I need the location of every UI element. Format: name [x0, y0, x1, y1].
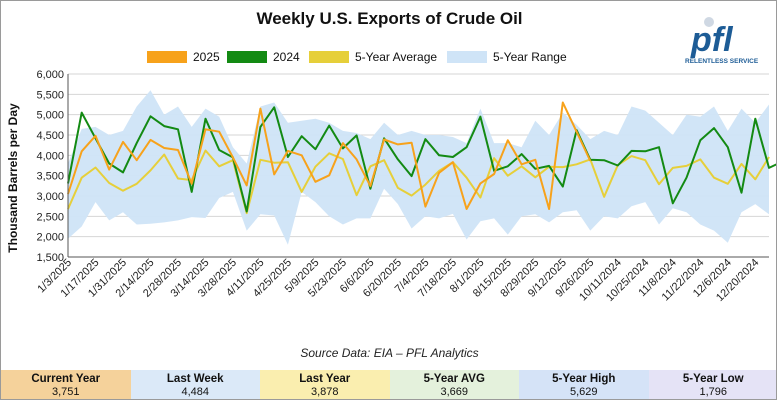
- y-tick-label: 5,000: [36, 110, 64, 122]
- y-tick-label: 2,500: [36, 211, 64, 223]
- stat-current-year: Current Year 3,751: [1, 370, 131, 399]
- stat-value: 3,669: [440, 386, 469, 398]
- legend-swatch-avg: [309, 51, 349, 63]
- stats-bar: Current Year 3,751 Last Week 4,484 Last Ye…: [1, 370, 776, 399]
- y-tick-label: 4,500: [36, 130, 64, 142]
- legend-swatch-range: [447, 51, 487, 63]
- stat-5yr-avg: 5-Year AVG 3,669: [389, 370, 519, 399]
- y-axis-label: Thousand Barrels per Day: [6, 103, 20, 253]
- legend-label-2025: 2025: [193, 50, 220, 64]
- stat-last-year: Last Year 3,878: [260, 370, 390, 399]
- logo-tagline: RELENTLESS SERVICE: [685, 58, 759, 65]
- stat-5yr-low: 5-Year Low 1,796: [648, 370, 776, 399]
- chart-title: Weekly U.S. Exports of Crude Oil: [256, 9, 523, 28]
- legend-swatch-2024: [227, 51, 267, 63]
- logo-dot-icon: [704, 17, 714, 27]
- source-note: Source Data: EIA – PFL Analytics: [300, 346, 479, 360]
- line-chart: 2025 2024 5-Year Average 5-Year Range Th…: [6, 50, 776, 304]
- stat-label: Last Year: [299, 373, 351, 385]
- stat-label: 5-Year High: [552, 373, 616, 385]
- stat-label: 5-Year Low: [682, 373, 744, 385]
- pfl-logo: pfl RELENTLESS SERVICE: [685, 17, 759, 65]
- stat-5yr-high: 5-Year High 5,629: [519, 370, 649, 399]
- legend: 2025 2024 5-Year Average 5-Year Range: [147, 50, 567, 64]
- range-band: [68, 90, 769, 245]
- stat-value: 5,629: [569, 386, 598, 398]
- y-tick-label: 4,000: [36, 150, 64, 162]
- series-line-5yr-average: [67, 149, 770, 215]
- legend-label-2024: 2024: [273, 50, 300, 64]
- plot-area: 1,500 2,000 2,500 3,000 3,500 4,000 4,500 5,000…: [35, 69, 776, 304]
- stat-label: 5-Year AVG: [423, 373, 485, 385]
- legend-label-range: 5-Year Range: [493, 50, 567, 64]
- y-tick-label: 1,500: [36, 252, 64, 264]
- y-tick-label: 3,500: [36, 171, 64, 183]
- y-tick-label: 6,000: [36, 69, 64, 81]
- stat-last-week: Last Week 4,484: [130, 370, 260, 399]
- stat-label: Current Year: [31, 373, 101, 385]
- legend-label-avg: 5-Year Average: [355, 50, 437, 64]
- stat-value: 4,484: [181, 386, 210, 398]
- stat-label: Last Week: [166, 373, 224, 385]
- stat-value: 1,796: [699, 386, 728, 398]
- stat-value: 3,751: [51, 386, 80, 398]
- stat-value: 3,878: [310, 386, 339, 398]
- y-tick-label: 2,000: [36, 232, 64, 244]
- series-line-2025: [67, 101, 592, 210]
- legend-swatch-2025: [147, 51, 187, 63]
- y-tick-label: 5,500: [36, 89, 64, 101]
- logo-text: pfl: [690, 21, 734, 59]
- y-tick-label: 3,000: [36, 191, 64, 203]
